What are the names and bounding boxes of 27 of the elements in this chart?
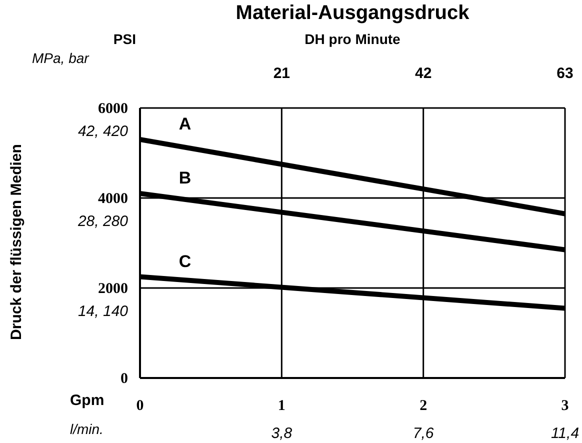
series-label: C <box>178 252 192 271</box>
y-axis-title: Druck der flüssigen Medien <box>8 143 26 342</box>
x-tick-label: 1 <box>278 398 286 414</box>
text: 28, 280 <box>76 213 129 230</box>
x2-tick-label: 42 <box>414 65 432 82</box>
y2-axis-title: MPa, bar <box>32 50 90 66</box>
x-tick-label: 0 <box>136 398 144 414</box>
x-tick-label: 3 <box>561 398 569 414</box>
text: 42, 420 <box>78 123 129 140</box>
x2-tick-label: 63 <box>556 65 574 82</box>
x-axis-title: Gpm <box>70 392 106 409</box>
y-tick-label: 6000 <box>98 101 128 117</box>
x2-tick-label: 21 <box>273 65 290 82</box>
series-label: B <box>178 168 192 188</box>
text: 11,4 <box>550 425 580 442</box>
y-tick-label: 4000 <box>98 191 128 207</box>
text: PSI <box>112 31 136 47</box>
y-tick-label: 2000 <box>98 281 128 297</box>
text: 3,8 <box>271 425 293 442</box>
text: l/min. <box>70 421 104 437</box>
text: 14, 140 <box>78 303 129 320</box>
y-tick-label: 0 <box>120 371 128 387</box>
text: 7,6 <box>412 425 434 442</box>
chart-title: Material-Ausgangsdruck <box>234 2 470 25</box>
x2-axis-title: DH pro Minute <box>304 31 402 47</box>
series-label: A <box>178 114 192 134</box>
x-tick-label: 2 <box>420 398 428 414</box>
